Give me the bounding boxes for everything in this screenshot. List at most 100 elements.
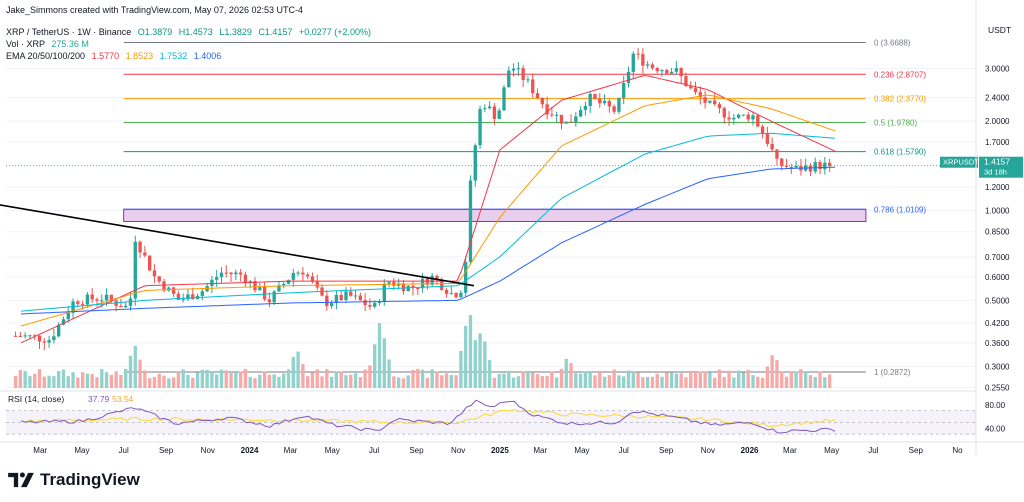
candle-body bbox=[478, 108, 482, 146]
symbol-title[interactable]: XRP / TetherUS · 1W · Binance bbox=[6, 27, 132, 37]
candle-body bbox=[468, 180, 473, 263]
candle bbox=[344, 286, 348, 303]
tradingview-brand[interactable]: TradingView bbox=[8, 470, 140, 490]
candle-body bbox=[564, 121, 568, 124]
candle-body bbox=[641, 54, 645, 66]
candle-body bbox=[33, 335, 37, 337]
candle bbox=[353, 289, 358, 300]
candle bbox=[650, 62, 655, 71]
ema100-line bbox=[20, 132, 836, 312]
candle-body bbox=[133, 241, 137, 299]
candle bbox=[315, 274, 319, 291]
candle bbox=[286, 279, 291, 285]
fib-label: 0.382 (2.3770) bbox=[874, 95, 926, 104]
ohlc-low: L1.3829 bbox=[219, 27, 252, 37]
candle bbox=[90, 288, 94, 303]
candle-body bbox=[411, 285, 415, 288]
candle bbox=[511, 63, 516, 77]
candle bbox=[301, 267, 305, 282]
candle bbox=[727, 111, 731, 126]
volume-bar bbox=[420, 369, 425, 388]
volume-bar bbox=[334, 371, 339, 388]
candle bbox=[210, 275, 214, 294]
volume-bar bbox=[464, 325, 468, 388]
volume-bar bbox=[305, 376, 310, 388]
candle-body bbox=[449, 293, 454, 295]
volume-legend[interactable]: Vol · XRP 275.36 M bbox=[6, 39, 89, 49]
candle-body bbox=[497, 110, 501, 119]
volume-bar bbox=[574, 373, 578, 388]
candle bbox=[358, 292, 363, 301]
price-tick-label: 2.0000 bbox=[985, 117, 1010, 126]
volume-bar bbox=[717, 369, 722, 388]
candle bbox=[574, 112, 578, 127]
volume-bar bbox=[583, 371, 588, 388]
candle bbox=[33, 334, 37, 341]
candle bbox=[478, 105, 482, 149]
candle-body bbox=[18, 335, 23, 337]
candle-body bbox=[334, 294, 339, 304]
volume-bar bbox=[650, 376, 655, 388]
candle-body bbox=[344, 291, 348, 301]
candle-body bbox=[109, 294, 114, 301]
candle-body bbox=[282, 283, 286, 286]
candle-body bbox=[521, 68, 525, 80]
candle bbox=[569, 114, 573, 123]
candle bbox=[760, 124, 765, 139]
candle bbox=[37, 335, 42, 349]
candle-body bbox=[42, 341, 46, 343]
candle-body bbox=[377, 301, 382, 303]
candle-body bbox=[760, 126, 765, 134]
candle-body bbox=[200, 291, 205, 296]
candle-body bbox=[52, 336, 56, 341]
candle-body bbox=[119, 305, 123, 308]
volume-bar bbox=[186, 374, 190, 388]
candle-body bbox=[684, 76, 688, 87]
candle-body bbox=[607, 101, 612, 107]
volume-bar bbox=[406, 375, 410, 388]
candle bbox=[473, 143, 477, 187]
candle-body bbox=[210, 279, 214, 286]
candle bbox=[13, 331, 18, 337]
candle-body bbox=[162, 281, 166, 291]
volume-bar bbox=[373, 344, 377, 388]
candle bbox=[645, 61, 650, 69]
ohlc-change: +0.0277 (+2.00%) bbox=[298, 27, 371, 37]
candle bbox=[669, 67, 674, 75]
candle bbox=[195, 293, 200, 300]
candle-body bbox=[722, 108, 726, 118]
candle bbox=[234, 269, 238, 281]
volume-bar bbox=[751, 375, 755, 388]
candle-body bbox=[655, 68, 659, 72]
candle bbox=[717, 101, 722, 114]
candle-body bbox=[13, 335, 18, 337]
candle bbox=[329, 300, 334, 309]
volume-bar bbox=[215, 374, 219, 388]
time-tick-label: 2026 bbox=[741, 446, 759, 455]
volume-bar bbox=[416, 368, 420, 388]
candle bbox=[253, 277, 257, 293]
price-tick-label: 0.7000 bbox=[985, 253, 1010, 262]
candle-body bbox=[66, 312, 70, 320]
candle-body bbox=[583, 105, 588, 110]
candle-body bbox=[574, 116, 578, 122]
candle bbox=[95, 297, 99, 307]
candle bbox=[454, 292, 458, 299]
candle bbox=[262, 281, 267, 302]
candle-body bbox=[492, 106, 497, 119]
candle bbox=[157, 275, 161, 284]
volume-bar bbox=[497, 374, 501, 388]
ema-legend[interactable]: EMA 20/50/100/200 1.5770 1.8523 1.7532 1… bbox=[6, 51, 221, 61]
volume-bar bbox=[698, 371, 702, 388]
candle-body bbox=[37, 335, 42, 342]
candle bbox=[507, 66, 511, 88]
volume-bar bbox=[799, 369, 803, 388]
candle-body bbox=[554, 114, 559, 116]
candle bbox=[401, 279, 406, 295]
volume-bar bbox=[382, 338, 386, 388]
candle bbox=[631, 51, 635, 79]
ohlc-open: O1.3879 bbox=[137, 27, 173, 37]
candle bbox=[497, 108, 501, 119]
price-tag bbox=[979, 156, 1023, 178]
